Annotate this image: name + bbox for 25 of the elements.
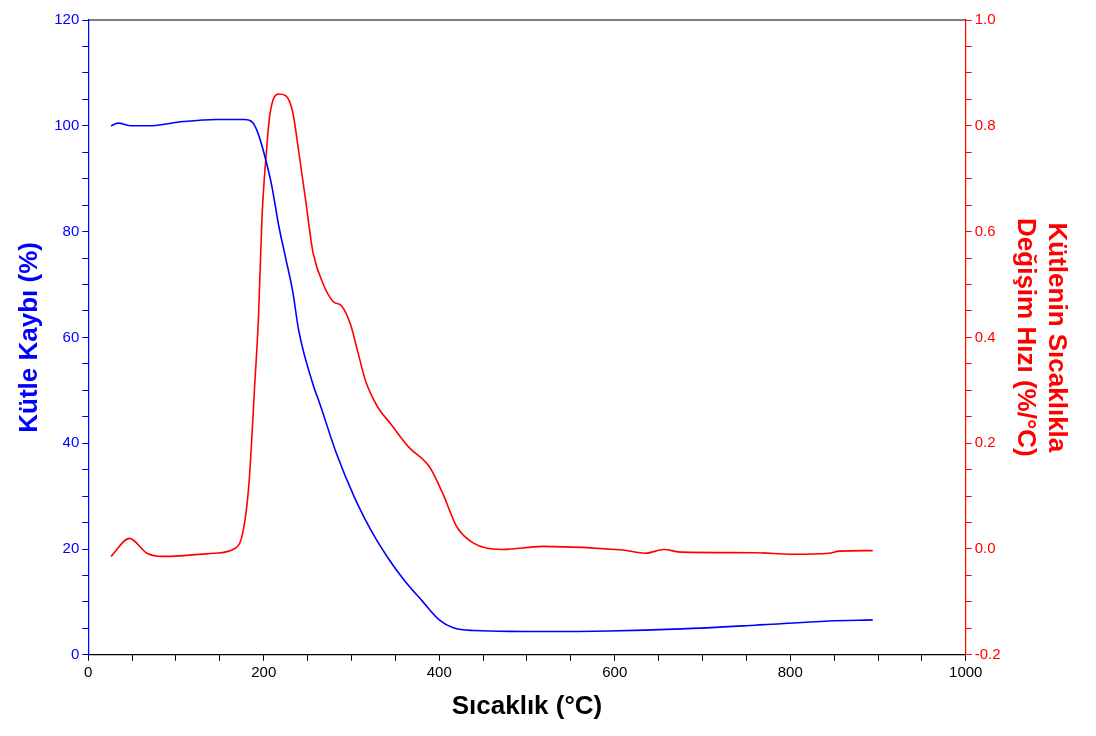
y2-tick-label: 0.2 bbox=[974, 433, 996, 451]
y-tick-label: 100 bbox=[54, 115, 80, 133]
y-axis-title: Kütle Kaybı (%) bbox=[12, 242, 43, 433]
x-tick-label: 0 bbox=[84, 662, 93, 680]
x-tick-label: 400 bbox=[426, 662, 452, 680]
x-axis-title: Sıcaklık (°C) bbox=[451, 689, 603, 720]
line-series bbox=[110, 93, 874, 558]
y2-tick-label: 1.0 bbox=[974, 10, 996, 28]
y2-tick-label: 0.6 bbox=[974, 221, 996, 239]
y-tick-label: 80 bbox=[62, 221, 80, 239]
x-tick-label: 1000 bbox=[949, 662, 983, 680]
y2-tick-label: 0.0 bbox=[974, 539, 996, 557]
y2-tick-label: -0.2 bbox=[974, 644, 1001, 662]
y2-axis-title: Kütlenin Sıcaklıkla Değişim Hızı (%/°C) bbox=[1012, 218, 1074, 457]
x-tick-label: 200 bbox=[251, 662, 277, 680]
y-tick-label: 40 bbox=[62, 433, 80, 451]
y-tick-label: 60 bbox=[62, 327, 80, 345]
y-tick-label: 20 bbox=[62, 539, 80, 557]
line-series bbox=[110, 118, 874, 633]
y-tick-label: 120 bbox=[54, 10, 80, 28]
y2-tick-label: 0.8 bbox=[974, 115, 996, 133]
x-tick-label: 600 bbox=[602, 662, 628, 680]
x-tick-label: 800 bbox=[777, 662, 803, 680]
y2-tick-label: 0.4 bbox=[974, 327, 996, 345]
y-tick-label: 0 bbox=[70, 644, 80, 662]
